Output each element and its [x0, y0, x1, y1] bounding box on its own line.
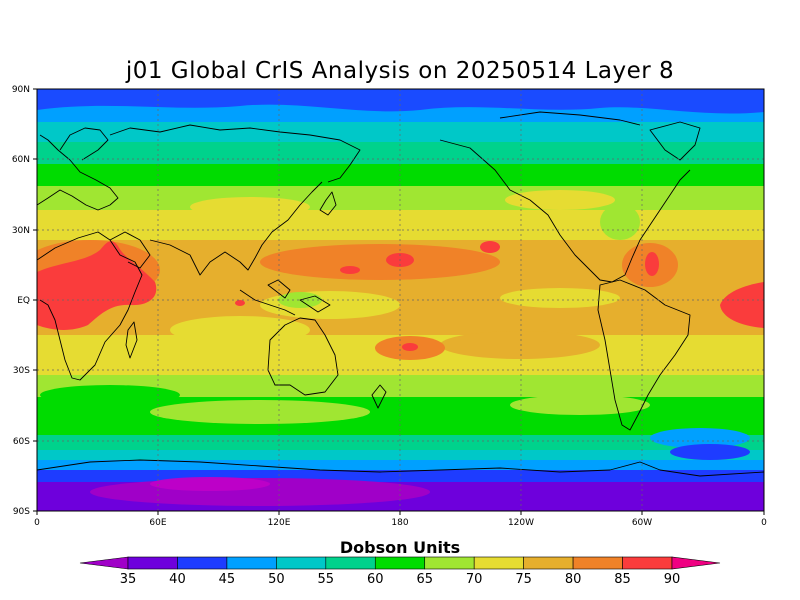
colorbar-title: Dobson Units [340, 538, 460, 557]
coast-newzealand [371, 384, 387, 409]
lon-tick-0-right: 0 [761, 518, 767, 528]
band-55n-45n [37, 164, 764, 186]
colorbar-tick-label: 45 [219, 572, 236, 587]
hotspot-small-1 [340, 266, 360, 274]
colorbar-tick-label: 65 [416, 572, 433, 587]
lat-tick-eq: EQ [17, 296, 30, 306]
patch-eq-yellow-2 [500, 288, 620, 308]
colorbar-low-triangle [79, 556, 129, 570]
coast-newguinea [299, 295, 331, 313]
patch-north-yellow-2 [505, 190, 615, 210]
coast-australia [267, 317, 339, 396]
colorbar-tick-label: 50 [268, 572, 285, 587]
colorbar-swatch [473, 556, 524, 570]
coast-scandinavia [59, 127, 109, 161]
colorbar-tick-label: 90 [664, 572, 681, 587]
lat-tick-30s: 30S [13, 366, 30, 376]
colorbar-tick-label: 55 [318, 572, 335, 587]
patch-north-yellow-1 [190, 197, 310, 217]
lon-tick-0-left: 0 [34, 518, 40, 528]
coast-asia-south [149, 181, 323, 276]
coast-asia-north [109, 124, 361, 183]
patch-south-lime-2 [510, 395, 650, 415]
map-panel: 90N 60N 30N EQ 30S 60S 90S 0 60E 120E 18… [12, 85, 767, 528]
patch-south-cyan [650, 428, 750, 448]
colorbar-swatch [424, 556, 475, 570]
coast-arabia [109, 231, 151, 269]
colorbar-swatch [226, 556, 277, 570]
colorbar-swatch [325, 556, 376, 570]
coast-antarctica [37, 459, 764, 477]
colorbar-tick-label: 35 [120, 572, 137, 587]
lon-tick-120e: 120E [268, 518, 291, 528]
colorbar-swatch [374, 556, 426, 570]
band-62s-66s [37, 450, 764, 460]
coast-indonesia-2 [267, 279, 291, 299]
band-65n-55n [37, 142, 764, 164]
patch-arctic-blue [37, 89, 764, 114]
band-75n-65n [37, 122, 764, 142]
patch-south-blue [670, 444, 750, 460]
coast-japan [319, 191, 337, 216]
colorbar-tick-label: 40 [169, 572, 186, 587]
band-30s-40s [37, 375, 764, 397]
colorbar-swatch [523, 556, 574, 570]
colorbar-tick-label: 60 [367, 572, 384, 587]
lat-tick-30n: 30N [12, 226, 30, 236]
patch-antarctic-magenta [150, 477, 270, 491]
hotspot-pacific-2 [480, 241, 500, 253]
hotspot-east-edge [720, 282, 764, 328]
hotspot-small-2 [235, 300, 245, 306]
patch-south-lime [150, 400, 370, 424]
lon-tick-180: 180 [391, 518, 408, 528]
lat-tick-60n: 60N [12, 155, 30, 165]
patch-subtrop-orange-1 [260, 244, 500, 280]
lat-tick-90s: 90S [13, 507, 30, 517]
chart-title: j01 Global CrIS Analysis on 20250514 Lay… [125, 58, 674, 84]
colorbar: 35 40 45 50 55 60 65 70 75 80 85 90 [79, 556, 721, 587]
band-70s-75s [37, 470, 764, 482]
lon-tick-120w: 120W [508, 518, 534, 528]
colorbar-high-triangle [671, 556, 721, 570]
coast-europe [37, 134, 119, 211]
band-66s-70s [37, 460, 764, 470]
band-45n-35n [37, 186, 764, 210]
colorbar-tick-label: 70 [466, 572, 483, 587]
tick-marks [33, 88, 765, 515]
band-55s-62s [37, 435, 764, 450]
hotspot-atlantic [645, 252, 659, 276]
hotspot-africa [37, 241, 157, 330]
colorbar-swatch [127, 556, 178, 570]
graticule [37, 89, 764, 511]
lat-tick-90n: 90N [12, 85, 30, 95]
coast-canada-arctic [499, 111, 641, 126]
lon-tick-60w: 60W [632, 518, 652, 528]
colorbar-swatch [276, 556, 327, 570]
colorbar-swatch [177, 556, 228, 570]
colorbar-swatch [572, 556, 623, 570]
band-35n-25n [37, 210, 764, 240]
colorbar-tick-label: 80 [565, 572, 582, 587]
patch-north-green-1 [600, 204, 640, 240]
coast-indonesia-1 [239, 289, 296, 316]
patch-south-yellow [170, 316, 310, 344]
lat-tick-60s: 60S [13, 437, 30, 447]
coastlines [37, 111, 764, 477]
colorbar-tick-label: 75 [515, 572, 532, 587]
lon-tick-60e: 60E [149, 518, 166, 528]
patch-south-green-1 [40, 385, 180, 405]
colorbar-swatch [622, 556, 673, 570]
coast-africa [37, 231, 143, 381]
colorbar-tick-label: 85 [614, 572, 631, 587]
coast-madagascar [125, 321, 138, 359]
patch-south-orange-1 [440, 331, 600, 359]
hotspot-pacific-3 [402, 343, 418, 351]
coast-north-america [439, 139, 691, 283]
coast-greenland [649, 121, 701, 161]
